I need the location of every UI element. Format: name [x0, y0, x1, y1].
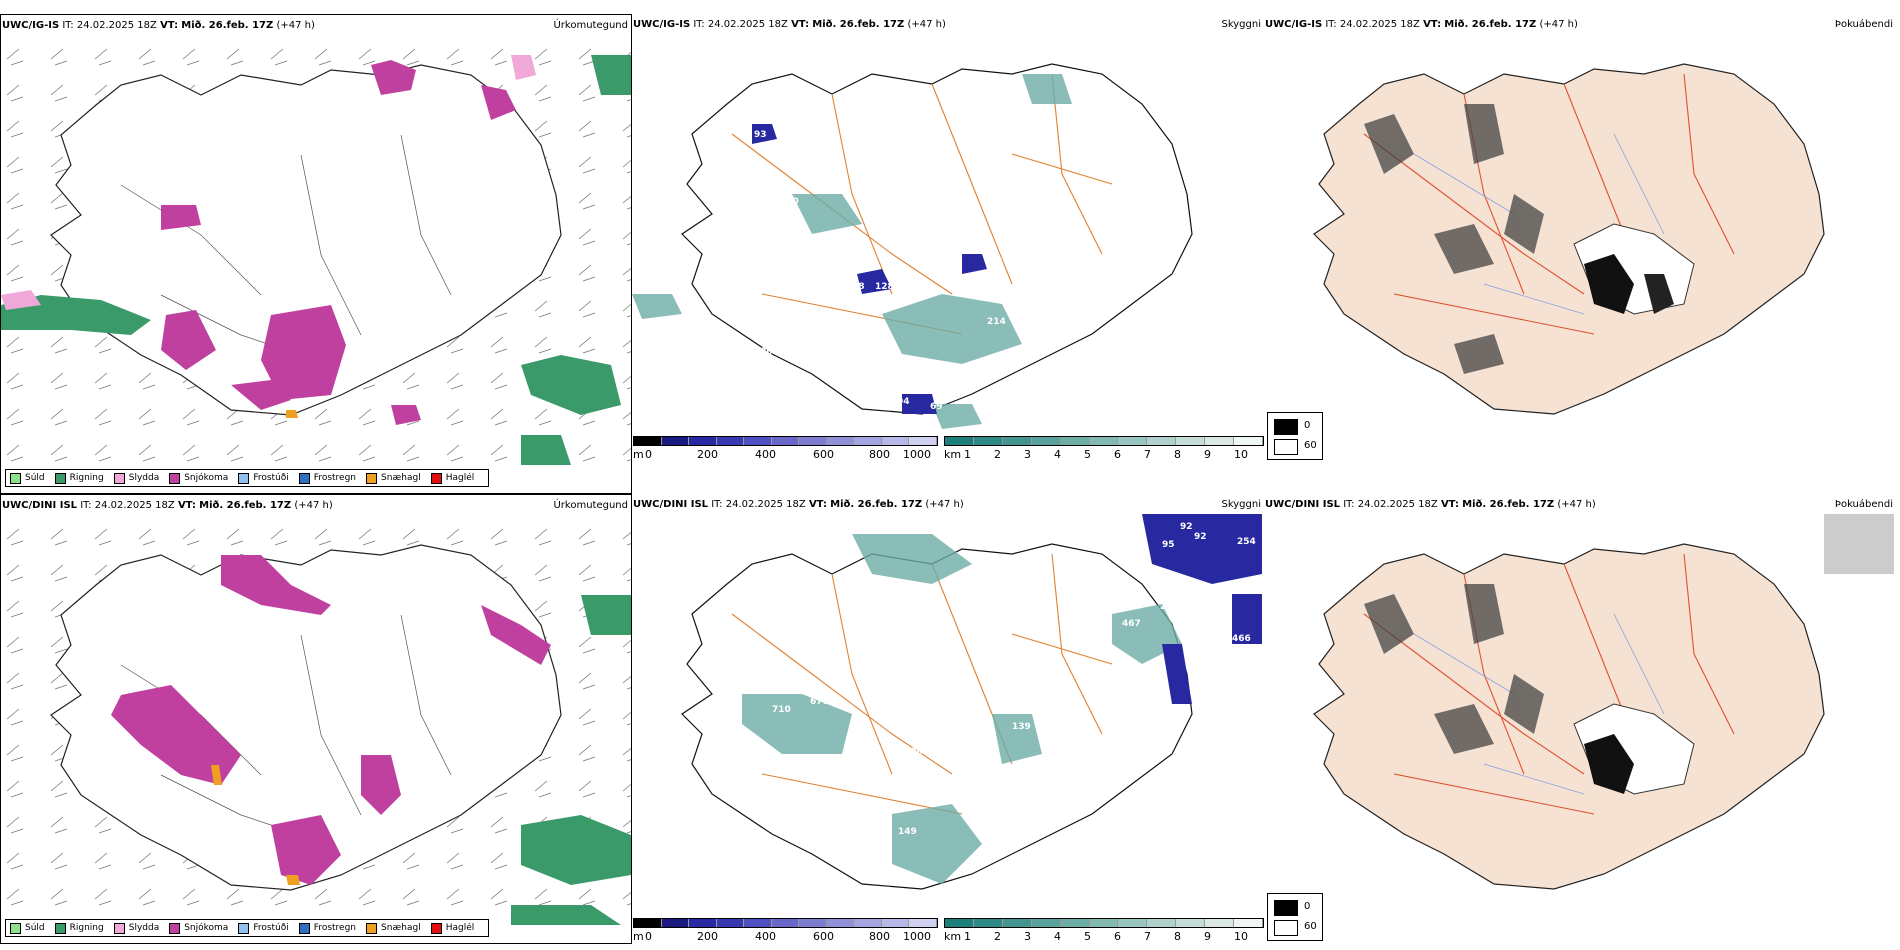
legend-item: Slydda: [113, 922, 159, 934]
legend-item: Snæhagl: [366, 472, 421, 484]
ceiling-label: 104: [907, 362, 926, 372]
lead-time: (+47 h): [294, 500, 333, 511]
legend-item: Snjókoma: [169, 472, 228, 484]
legend-item: Frostregn: [298, 472, 356, 484]
fog-legend: 0 60: [1267, 893, 1323, 941]
ceiling-label: 92: [1180, 522, 1193, 532]
variable-name: Þokuábendi: [1834, 19, 1893, 30]
legend-item: Snæhagl: [366, 922, 421, 934]
variable-name: Skyggni: [1221, 499, 1261, 510]
legend-item: Frostúði: [238, 472, 289, 484]
cloud-panel-top: UWC/IG-IS IT: 24.02.2025 18Z VT: Mið. 26…: [632, 14, 1264, 494]
legend-item: Frostúði: [238, 922, 289, 934]
variable-name: Úrkomutegund: [553, 500, 628, 511]
ceiling-label: 149: [898, 827, 917, 837]
ceiling-label: 466: [1232, 634, 1251, 644]
valid-time: Mið. 26.feb. 17Z: [199, 500, 292, 511]
panel-header: UWC/DINI ISL IT: 24.02.2025 18Z VT: Mið.…: [1265, 499, 1893, 510]
ceiling-label: 119: [942, 707, 961, 717]
cloud-map: 92 92 95 254 242 467 466 281 670 710 996…: [632, 514, 1262, 914]
ceiling-colorbar: m 0 200 400 600 800 1000: [633, 436, 938, 466]
ceiling-label: 996: [904, 747, 923, 757]
legend-item: Rigning: [54, 472, 104, 484]
legend-item: Frostregn: [298, 922, 356, 934]
fog-map: [1264, 34, 1894, 474]
ceiling-label: 139: [1012, 722, 1031, 732]
precip-legend: Súld Rigning Slydda Snjókoma Frostúði Fr…: [5, 919, 490, 937]
panel-header: UWC/IG-IS IT: 24.02.2025 18Z VT: Mið. 26…: [1265, 19, 1893, 30]
legend-item: Súld: [10, 922, 45, 934]
ceiling-label: 154: [1234, 402, 1253, 412]
fog-legend: 0 60: [1267, 412, 1323, 460]
variable-name: Úrkomutegund: [553, 20, 628, 31]
fog-panel-bottom: UWC/DINI ISL IT: 24.02.2025 18Z VT: Mið.…: [1264, 494, 1896, 914]
visibility-colorbar: km 1 2 3 4 5 6 7 8 9 10: [944, 918, 1264, 948]
ceiling-label: 94: [897, 397, 910, 407]
ceiling-label: 150: [780, 197, 799, 207]
ceiling-label: 562: [820, 343, 839, 353]
ceiling-label: 214: [987, 317, 1006, 327]
variable-name: Skyggni: [1221, 19, 1261, 30]
panel-header: UWC/DINI ISL IT: 24.02.2025 18Z VT: Mið.…: [2, 500, 628, 511]
legend-item: Snjókoma: [169, 922, 228, 934]
ceiling-label: 64: [804, 327, 817, 337]
panel-header: UWC/IG-IS IT: 24.02.2025 18Z VT: Mið. 26…: [633, 19, 1261, 30]
ceiling-label: 90: [1012, 267, 1025, 277]
variable-name: Þokuábendi: [1834, 499, 1893, 510]
ceiling-label: 95: [1162, 540, 1175, 550]
ceiling-label: 502: [922, 787, 941, 797]
ceiling-label: 281: [1242, 662, 1261, 672]
ceiling-label: 242: [1160, 602, 1179, 612]
cloud-map: 93 150 86 62 90 128 98 64 967 562 214 10…: [632, 34, 1262, 474]
legend-item: Slydda: [113, 472, 159, 484]
ceiling-label: 670: [810, 697, 829, 707]
ceiling-label: 62: [990, 257, 1003, 267]
ceiling-label: 128: [875, 282, 894, 292]
legend-item: Súld: [10, 472, 45, 484]
legend-item: Haglél: [430, 472, 474, 484]
cloud-panel-bottom: UWC/DINI ISL IT: 24.02.2025 18Z VT: Mið.…: [632, 494, 1264, 914]
ceiling-label: 90: [900, 777, 913, 787]
ceiling-label: 98: [852, 282, 865, 292]
valid-time: Mið. 26.feb. 17Z: [181, 20, 274, 31]
ceiling-label: 86: [937, 252, 950, 262]
ceiling-label: 710: [772, 705, 791, 715]
ceiling-label: 185: [935, 370, 954, 380]
precip-map: [1, 35, 631, 475]
precip-type-panel-top: UWC/IG-IS IT: 24.02.2025 18Z VT: Mið. 26…: [0, 14, 632, 494]
ceiling-label: 93: [754, 130, 767, 140]
ceiling-label: 138: [910, 380, 929, 390]
model-name: UWC/DINI ISL: [2, 500, 78, 511]
precip-legend: Súld Rigning Slydda Snjókoma Frostúði Fr…: [5, 469, 490, 487]
ceiling-label: 92: [1194, 532, 1207, 542]
panel-header: UWC/DINI ISL IT: 24.02.2025 18Z VT: Mið.…: [633, 499, 1261, 510]
fog-panel-top: UWC/IG-IS IT: 24.02.2025 18Z VT: Mið. 26…: [1264, 14, 1896, 494]
ceiling-colorbar: m 0 200 400 600 800 1000: [633, 918, 938, 948]
precip-type-panel-bottom: UWC/DINI ISL IT: 24.02.2025 18Z VT: Mið.…: [0, 494, 632, 944]
precip-map: [1, 515, 631, 925]
ceiling-label: 254: [1237, 537, 1256, 547]
ceiling-label: 467: [1122, 619, 1141, 629]
ceiling-label: 967: [760, 347, 779, 357]
visibility-colorbar: km 1 2 3 4 5 6 7 8 9 10: [944, 436, 1264, 466]
legend-item: Rigning: [54, 922, 104, 934]
init-time: 24.02.2025 18Z: [94, 500, 175, 511]
legend-item: Haglél: [430, 922, 474, 934]
ceiling-label: 53: [1234, 387, 1247, 397]
fog-map: [1264, 514, 1894, 914]
lead-time: (+47 h): [276, 20, 315, 31]
panel-header: UWC/IG-IS IT: 24.02.2025 18Z VT: Mið. 26…: [2, 20, 628, 31]
init-time: 24.02.2025 18Z: [76, 20, 157, 31]
model-name: UWC/IG-IS: [2, 20, 60, 31]
ceiling-label: 69: [930, 402, 943, 412]
